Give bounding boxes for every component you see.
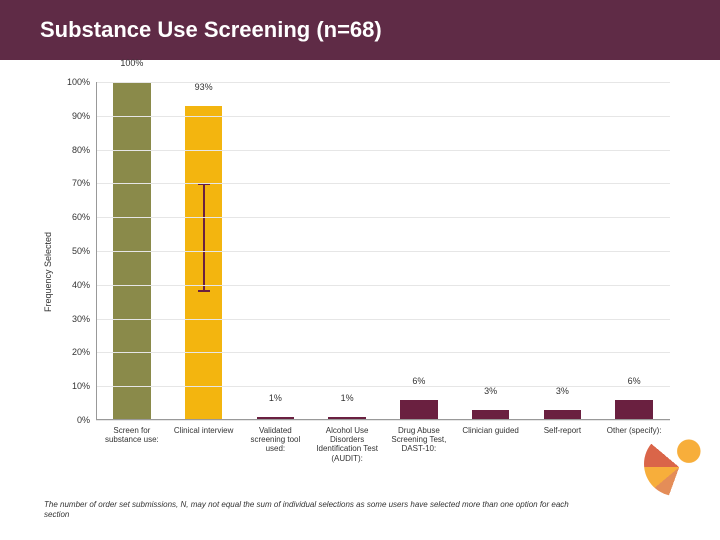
x-tick-label: Drug Abuse Screening Test, DAST-10:: [383, 424, 455, 472]
bar-value-label: 6%: [598, 376, 670, 386]
page-title: Substance Use Screening (n=68): [40, 17, 382, 43]
x-tick-label: Self-report: [527, 424, 599, 472]
x-tick-label: Validated screening tool used:: [240, 424, 312, 472]
y-tick: 60%: [56, 212, 90, 222]
bar: [400, 400, 437, 420]
grid-line: [96, 285, 670, 286]
grid-line: [96, 183, 670, 184]
plot-area: 100%93%1%1%6%3%3%6% 0%10%20%30%40%50%60%…: [96, 82, 670, 420]
y-tick: 100%: [56, 77, 90, 87]
grid-line: [96, 386, 670, 387]
x-tick-label: Clinical interview: [168, 424, 240, 472]
bar-chart: Frequency Selected 100%93%1%1%6%3%3%6% 0…: [40, 72, 680, 472]
y-tick: 80%: [56, 145, 90, 155]
footnote: The number of order set submissions, N, …: [44, 500, 580, 520]
x-tick-label: Alcohol Use Disorders Identification Tes…: [311, 424, 383, 472]
x-axis-line: [96, 419, 670, 420]
grid-line: [96, 217, 670, 218]
y-tick: 50%: [56, 246, 90, 256]
y-tick: 30%: [56, 314, 90, 324]
x-labels: Screen for substance use:Clinical interv…: [96, 424, 670, 472]
grid-line: [96, 82, 670, 83]
sunburst-logo-icon: [644, 432, 708, 496]
y-axis-line: [96, 82, 97, 420]
title-bar: Substance Use Screening (n=68): [0, 0, 720, 60]
bar-value-label: 93%: [168, 82, 240, 92]
bar-value-label: 100%: [96, 58, 168, 68]
grid-line: [96, 150, 670, 151]
bar-value-label: 1%: [240, 393, 312, 403]
grid-line: [96, 420, 670, 421]
grid-line: [96, 319, 670, 320]
y-tick: 0%: [56, 415, 90, 425]
y-axis-label: Frequency Selected: [43, 232, 53, 312]
grid-line: [96, 116, 670, 117]
grid-line: [96, 251, 670, 252]
y-tick: 20%: [56, 347, 90, 357]
y-tick: 10%: [56, 381, 90, 391]
bar-value-label: 1%: [311, 393, 383, 403]
error-bar: [203, 183, 205, 291]
y-tick: 40%: [56, 280, 90, 290]
bar-value-label: 3%: [455, 386, 527, 396]
grid-line: [96, 352, 670, 353]
bar-value-label: 3%: [527, 386, 599, 396]
bar-value-label: 6%: [383, 376, 455, 386]
slide: Substance Use Screening (n=68) Frequency…: [0, 0, 720, 540]
y-tick: 90%: [56, 111, 90, 121]
y-tick: 70%: [56, 178, 90, 188]
bar: [615, 400, 652, 420]
x-tick-label: Screen for substance use:: [96, 424, 168, 472]
x-tick-label: Clinician guided: [455, 424, 527, 472]
